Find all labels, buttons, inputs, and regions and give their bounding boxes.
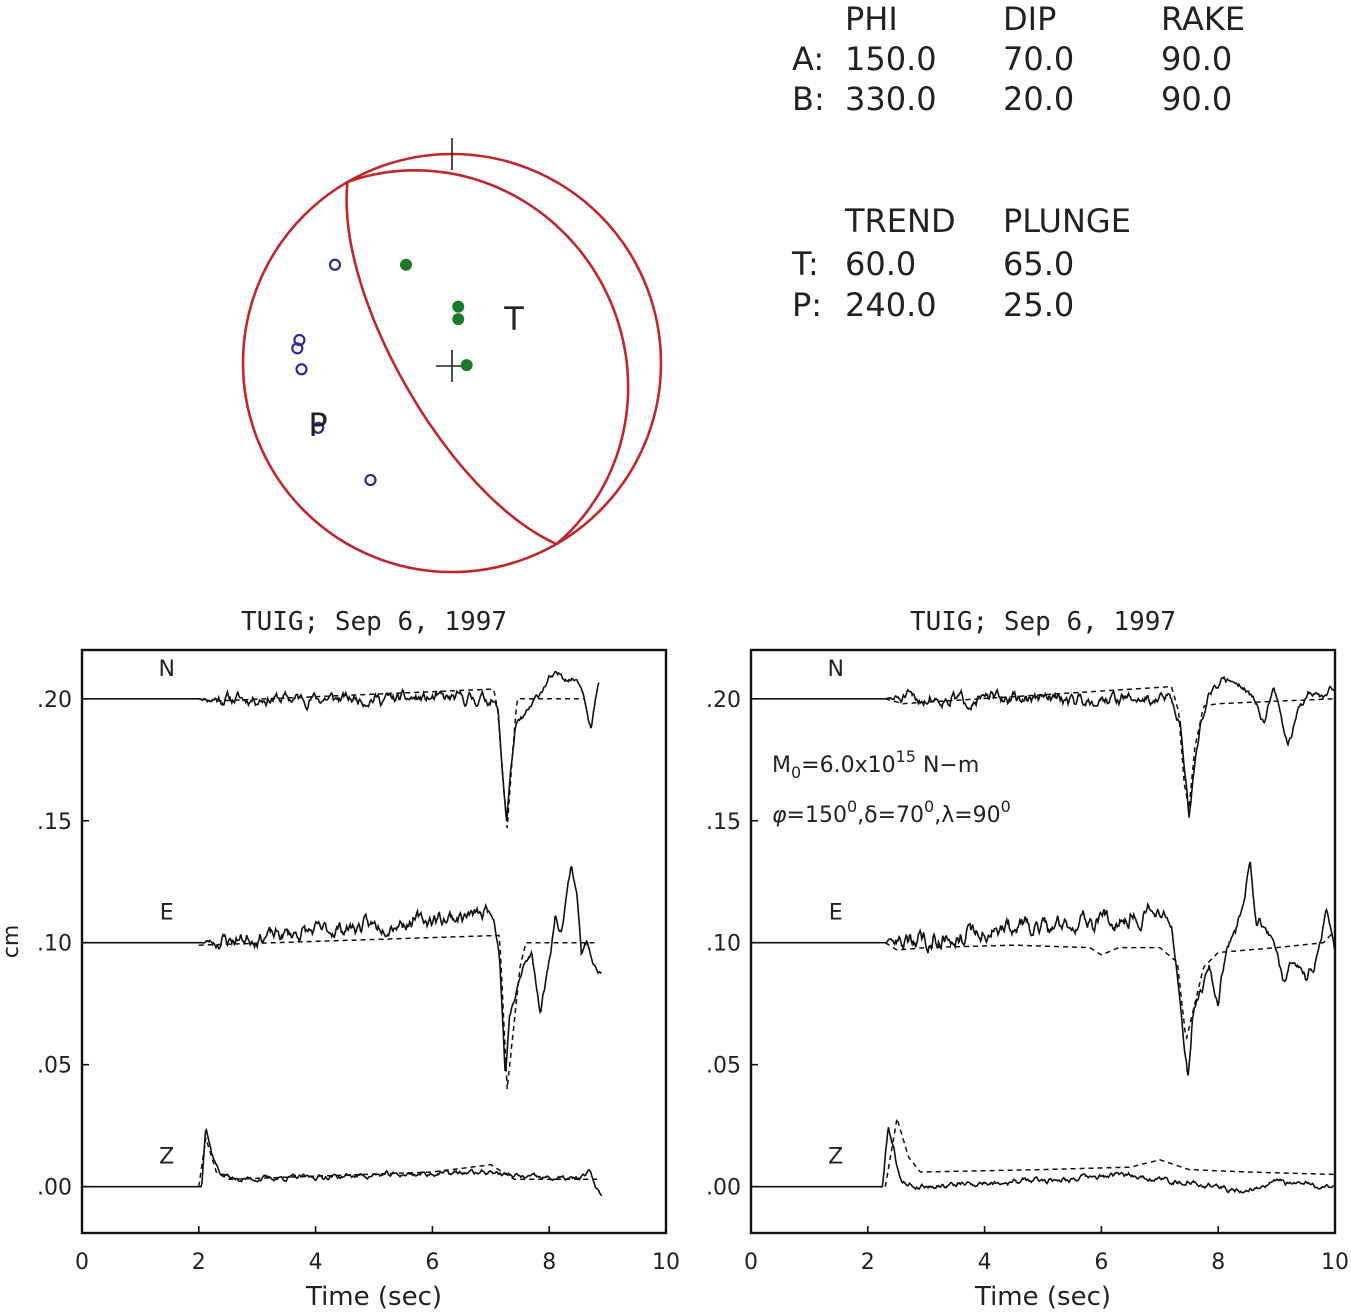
compression-polarity-dot	[400, 258, 413, 271]
plot-frame	[749, 648, 1337, 1235]
synthetic-trace-e	[198, 934, 599, 1090]
dilatation-polarity-dot	[328, 258, 342, 271]
angles-annotation: φ=1500,δ=700,λ=900	[772, 797, 1011, 828]
plane-b-dip: 20.0	[1003, 80, 1075, 118]
synthetic-trace-n	[198, 688, 585, 829]
header-plunge: PLUNGE	[1003, 202, 1131, 240]
y-tick-label: .00	[706, 1176, 741, 1201]
lambda-degree: 0	[1001, 797, 1011, 816]
x-tick-label: 10	[652, 1250, 680, 1275]
moment-annotation: M0=6.0x1015 N−m	[772, 747, 979, 782]
dilatation-polarity-dot	[364, 473, 377, 487]
y-tick-label: .05	[706, 1054, 741, 1079]
plane-a-label: A:	[792, 40, 825, 78]
trace-label-n: N	[827, 657, 843, 682]
axis-p-label: P:	[792, 286, 823, 324]
dilatation-polarity-dot	[293, 333, 306, 347]
x-tick-label: 6	[425, 1250, 439, 1275]
plane-a-phi: 150.0	[845, 40, 937, 78]
header-dip: DIP	[1003, 0, 1057, 38]
delta-degree: 0	[924, 797, 934, 816]
y-axis-label: cm	[0, 925, 24, 959]
observed-trace-e	[751, 861, 1335, 1076]
x-tick-label: 2	[861, 1250, 875, 1275]
y-tick-label: .00	[37, 1176, 72, 1201]
y-tick-label: .10	[37, 932, 72, 957]
synthetic-trace-z	[884, 1118, 1335, 1187]
x-tick-label: 0	[75, 1250, 89, 1275]
y-tick-label: .20	[37, 688, 72, 713]
axis-p-plunge: 25.0	[1003, 286, 1075, 324]
y-tick-label: .15	[37, 810, 72, 835]
x-axis-label: Time (sec)	[974, 1282, 1111, 1312]
nodal-plane-a	[345, 181, 558, 546]
x-axis-label: Time (sec)	[305, 1282, 442, 1312]
plane-b-phi: 330.0	[845, 80, 937, 118]
moment-text: M	[772, 753, 791, 778]
x-tick-label: 10	[1321, 1250, 1349, 1275]
trace-label-n: N	[158, 657, 174, 682]
x-tick-label: 2	[192, 1250, 206, 1275]
trace-label-e: E	[160, 901, 174, 926]
observed-trace-z	[751, 1127, 1335, 1194]
phi-value: =150	[787, 803, 847, 828]
synthetic-trace-n	[885, 685, 1335, 809]
plane-b-label: B:	[792, 80, 825, 118]
y-tick-label: .20	[706, 688, 741, 713]
focal-mechanism-beachball: TP	[241, 138, 663, 574]
compression-polarity-dot	[460, 359, 473, 372]
y-tick-label: .10	[706, 932, 741, 957]
axis-p-trend: 240.0	[845, 286, 937, 324]
trace-label-z: Z	[159, 1145, 174, 1170]
x-tick-label: 4	[978, 1250, 992, 1275]
moment-exponent: 15	[896, 747, 916, 766]
moment-subscript: 0	[791, 763, 801, 782]
synthetic-trace-e	[884, 929, 1335, 1041]
lambda-symbol: ,λ=90	[934, 803, 1000, 828]
x-tick-label: 0	[744, 1250, 758, 1275]
x-tick-label: 8	[542, 1250, 556, 1275]
chart-title: TUIG; Sep 6, 1997	[241, 607, 507, 637]
axis-t-plunge: 65.0	[1003, 245, 1075, 283]
compression-polarity-dot	[452, 313, 465, 326]
nodal-plane-b	[347, 168, 630, 545]
waveform-panel-left: TUIG; Sep 6, 1997 0 2 4 6 8 10 Time (sec) .00 .05…	[0, 607, 680, 1312]
moment-value: =6.0x10	[801, 753, 895, 778]
plane-b-rake: 90.0	[1161, 80, 1233, 118]
phi-symbol: φ	[772, 803, 787, 828]
compression-polarity-dot	[452, 300, 465, 313]
trace-label-e: E	[829, 901, 843, 926]
p-axis-label: P	[308, 406, 327, 444]
y-tick-label: .15	[706, 810, 741, 835]
plane-a-rake: 90.0	[1161, 40, 1233, 78]
moment-unit: N−m	[916, 753, 979, 778]
observed-trace-e	[82, 866, 602, 1072]
header-phi: PHI	[845, 0, 898, 38]
plane-a-dip: 70.0	[1003, 40, 1075, 78]
header-trend: TREND	[845, 202, 956, 240]
t-axis-label: T	[503, 300, 524, 338]
observed-trace-z	[82, 1127, 603, 1197]
header-rake: RAKE	[1161, 0, 1246, 38]
x-tick-label: 4	[309, 1250, 323, 1275]
observed-trace-n	[82, 670, 600, 820]
x-tick-label: 6	[1094, 1250, 1108, 1275]
axis-t-trend: 60.0	[845, 245, 917, 283]
delta-symbol: ,δ=70	[857, 803, 924, 828]
x-tick-label: 8	[1211, 1250, 1225, 1275]
waveform-panel-right: TUIG; Sep 6, 1997 0 2 4 6 8 10 Time (sec) .00 .05…	[706, 607, 1349, 1312]
trace-label-z: Z	[828, 1145, 843, 1170]
chart-title: TUIG; Sep 6, 1997	[910, 607, 1176, 637]
observed-trace-n	[751, 675, 1335, 818]
axis-t-label: T:	[792, 245, 819, 283]
dilatation-polarity-dot	[291, 342, 304, 355]
synthetic-trace-z	[198, 1137, 599, 1187]
plot-frame	[80, 648, 668, 1235]
y-tick-label: .05	[37, 1054, 72, 1079]
dilatation-polarity-dot	[295, 363, 308, 376]
dilatation-polarity-dot	[312, 421, 325, 434]
phi-degree: 0	[847, 797, 857, 816]
